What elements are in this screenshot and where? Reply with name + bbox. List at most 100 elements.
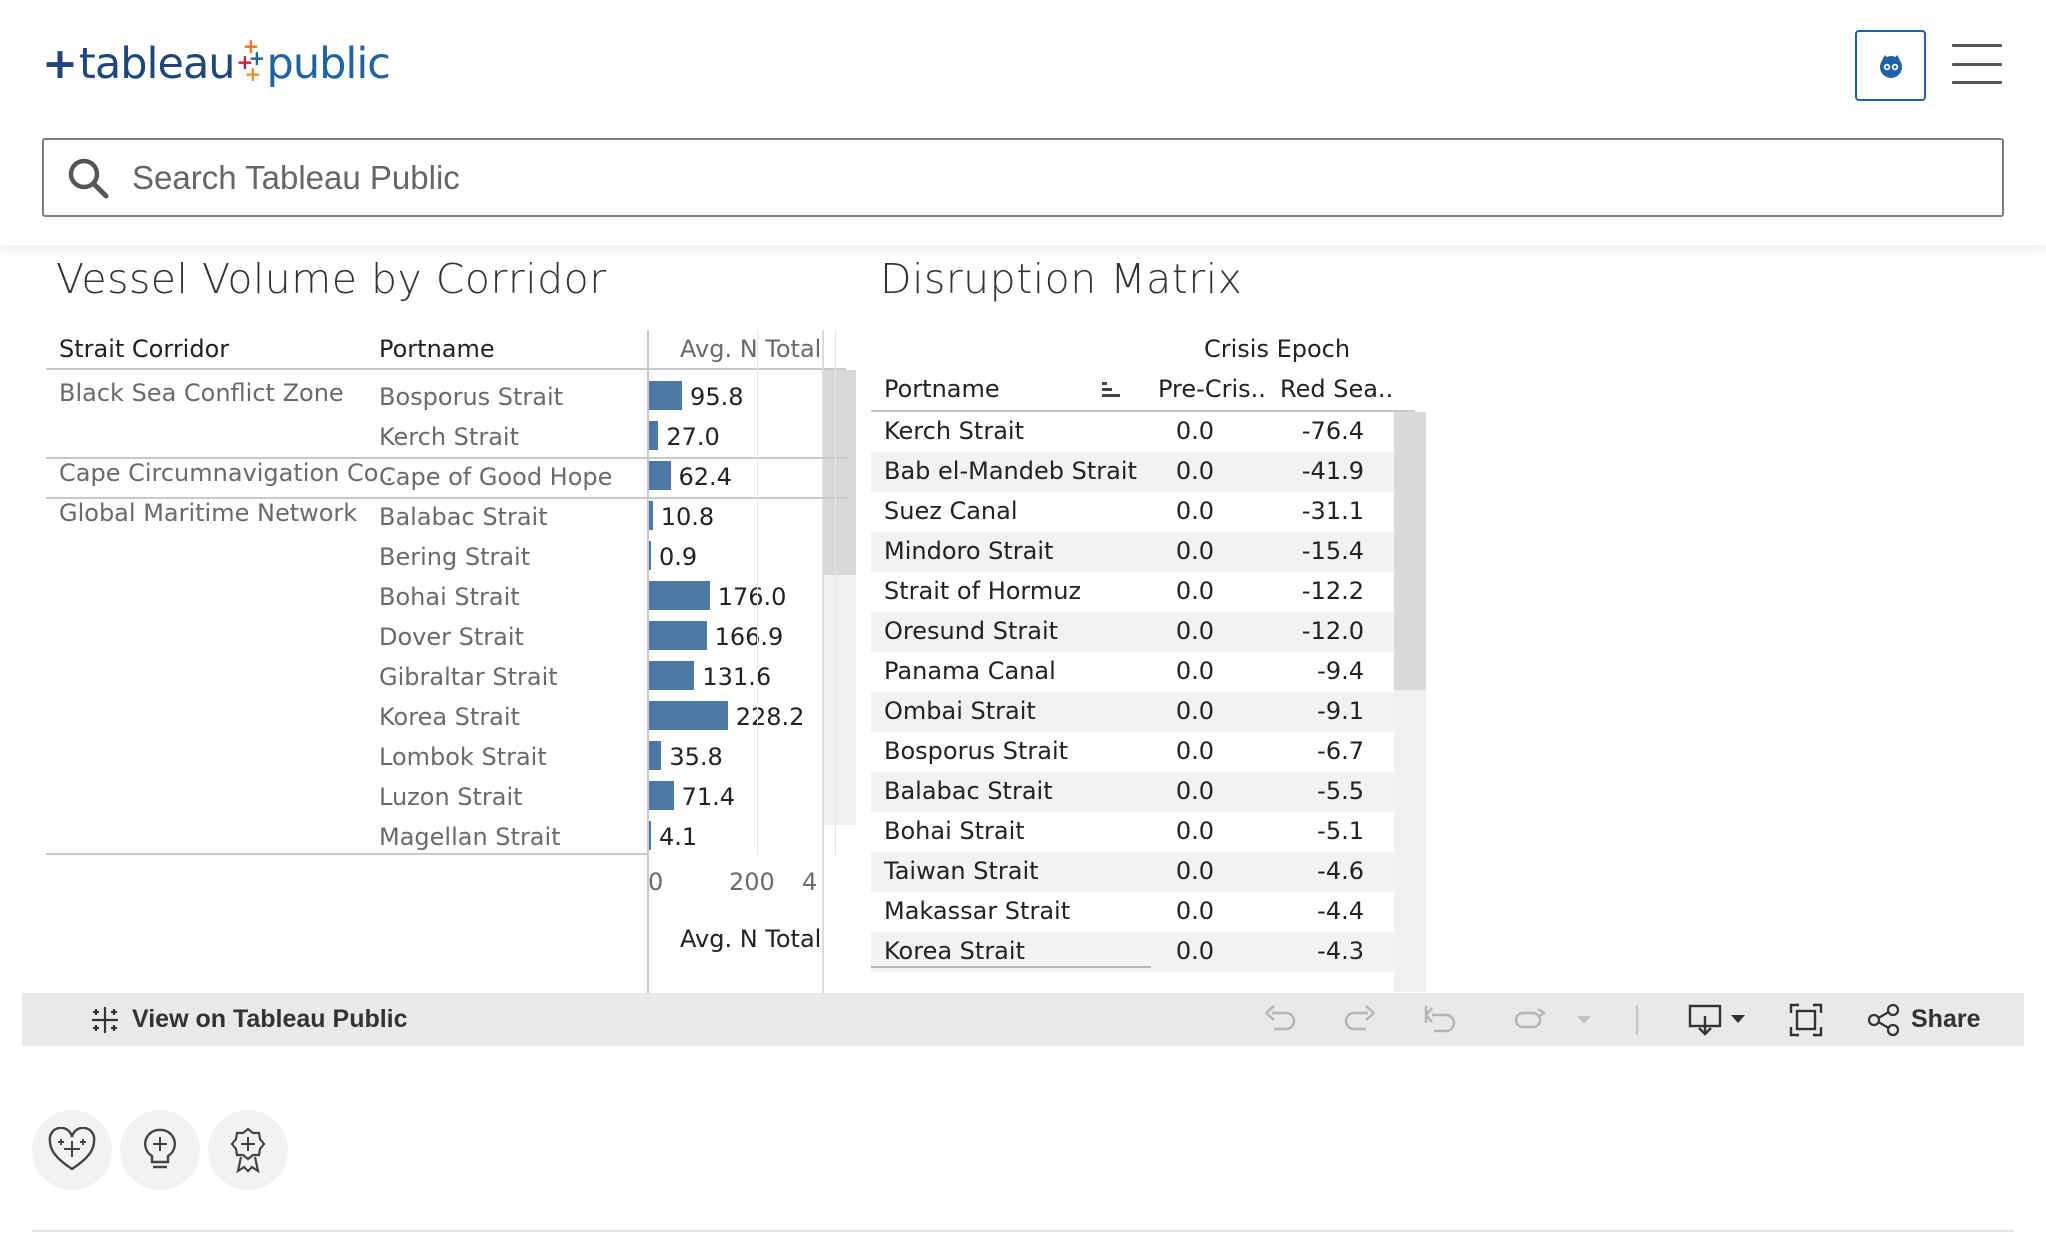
matrix-portname[interactable]: Makassar Strait bbox=[884, 897, 1071, 925]
refresh-icon[interactable] bbox=[1512, 1003, 1548, 1037]
matrix-red-sea-value[interactable]: -9.4 bbox=[1317, 657, 1364, 685]
matrix-portname[interactable]: Strait of Hormuz bbox=[884, 577, 1082, 605]
corridor-label[interactable]: Black Sea Conflict Zone bbox=[59, 379, 344, 407]
bar-mark[interactable] bbox=[649, 741, 662, 770]
matrix-red-sea-value[interactable]: -4.4 bbox=[1317, 897, 1364, 925]
matrix-red-sea-value[interactable]: -9.1 bbox=[1317, 697, 1364, 725]
bar-mark[interactable] bbox=[649, 661, 695, 690]
matrix-pre-crisis-value[interactable]: 0.0 bbox=[1175, 457, 1214, 485]
matrix-pre-crisis-value[interactable]: 0.0 bbox=[1175, 897, 1214, 925]
matrix-pre-crisis-value[interactable]: 0.0 bbox=[1175, 577, 1214, 605]
col-header-portname[interactable]: Portname bbox=[379, 335, 495, 363]
share-button[interactable]: Share bbox=[1867, 1003, 1980, 1037]
portname-label[interactable]: Luzon Strait bbox=[379, 783, 523, 811]
axis-right-edge bbox=[822, 330, 824, 995]
viz-toolbar: View on Tableau Public Share bbox=[22, 993, 2024, 1046]
matrix-portname[interactable]: Oresund Strait bbox=[884, 617, 1059, 645]
corridor-label[interactable]: Cape Circumnavigation Co.. bbox=[59, 459, 394, 487]
corridor-label[interactable]: Global Maritime Network bbox=[59, 499, 358, 527]
matrix-portname[interactable]: Balabac Strait bbox=[884, 777, 1053, 805]
matrix-pre-crisis-value[interactable]: 0.0 bbox=[1175, 497, 1214, 525]
bar-mark[interactable] bbox=[649, 541, 651, 570]
matrix-red-sea-value[interactable]: -4.3 bbox=[1317, 937, 1364, 965]
matrix-portname[interactable]: Bohai Strait bbox=[884, 817, 1025, 845]
portname-label[interactable]: Bohai Strait bbox=[379, 583, 520, 611]
matrix-col-header-red-sea[interactable]: Red Sea.. bbox=[1280, 375, 1394, 403]
matrix-scroll-thumb[interactable] bbox=[1394, 412, 1426, 690]
matrix-portname[interactable]: Mindoro Strait bbox=[884, 537, 1054, 565]
vessel-scroll-thumb[interactable] bbox=[824, 370, 856, 575]
portname-label[interactable]: Lombok Strait bbox=[379, 743, 547, 771]
portname-label[interactable]: Gibraltar Strait bbox=[379, 663, 558, 691]
matrix-red-sea-value[interactable]: -5.5 bbox=[1317, 777, 1364, 805]
hamburger-menu-icon[interactable] bbox=[1952, 44, 2002, 84]
bar-mark[interactable] bbox=[649, 421, 659, 450]
matrix-pre-crisis-value[interactable]: 0.0 bbox=[1175, 537, 1214, 565]
matrix-red-sea-value[interactable]: -12.0 bbox=[1301, 617, 1364, 645]
matrix-red-sea-value[interactable]: -31.1 bbox=[1301, 497, 1364, 525]
bar-mark[interactable] bbox=[649, 781, 674, 810]
award-button[interactable] bbox=[208, 1110, 288, 1190]
favorite-button[interactable] bbox=[32, 1110, 112, 1190]
matrix-portname[interactable]: Korea Strait bbox=[884, 937, 1025, 965]
portname-label[interactable]: Cape of Good Hope bbox=[379, 463, 613, 491]
portname-label[interactable]: Bering Strait bbox=[379, 543, 531, 571]
matrix-red-sea-value[interactable]: -4.6 bbox=[1317, 857, 1364, 885]
matrix-red-sea-value[interactable]: -15.4 bbox=[1301, 537, 1364, 565]
bar-mark[interactable] bbox=[649, 581, 710, 610]
matrix-pre-crisis-value[interactable]: 0.0 bbox=[1175, 657, 1214, 685]
tableau-public-logo[interactable]: + tableau + + + + public bbox=[42, 34, 391, 94]
fullscreen-icon[interactable] bbox=[1788, 1002, 1824, 1038]
pause-dropdown-icon[interactable] bbox=[1575, 1014, 1593, 1026]
portname-label[interactable]: Balabac Strait bbox=[379, 503, 548, 531]
matrix-pre-crisis-value[interactable]: 0.0 bbox=[1175, 697, 1214, 725]
redo-icon[interactable] bbox=[1342, 1003, 1378, 1037]
col-header-strait-corridor[interactable]: Strait Corridor bbox=[59, 335, 230, 363]
sort-descending-icon[interactable] bbox=[1100, 379, 1122, 401]
portname-label[interactable]: Korea Strait bbox=[379, 703, 520, 731]
search-bar[interactable] bbox=[42, 138, 2004, 217]
matrix-portname[interactable]: Ombai Strait bbox=[884, 697, 1036, 725]
undo-icon[interactable] bbox=[1262, 1003, 1298, 1037]
matrix-red-sea-value[interactable]: -41.9 bbox=[1301, 457, 1364, 485]
matrix-portname[interactable]: Suez Canal bbox=[884, 497, 1018, 525]
revert-icon[interactable] bbox=[1422, 1003, 1458, 1037]
matrix-pre-crisis-value[interactable]: 0.0 bbox=[1175, 417, 1214, 445]
idea-button[interactable] bbox=[120, 1110, 200, 1190]
matrix-col-header-portname[interactable]: Portname bbox=[884, 375, 1000, 403]
matrix-portname[interactable]: Kerch Strait bbox=[884, 417, 1024, 445]
col-header-avg-n-total[interactable]: Avg. N Total bbox=[680, 335, 822, 363]
matrix-portname[interactable]: Bab el-Mandeb Strait bbox=[884, 457, 1137, 485]
matrix-pre-crisis-value[interactable]: 0.0 bbox=[1175, 617, 1214, 645]
matrix-red-sea-value[interactable]: -76.4 bbox=[1301, 417, 1364, 445]
matrix-pre-crisis-value[interactable]: 0.0 bbox=[1175, 777, 1214, 805]
bar-mark[interactable] bbox=[649, 621, 707, 650]
bar-mark[interactable] bbox=[649, 501, 653, 530]
portname-label[interactable]: Bosporus Strait bbox=[379, 383, 564, 411]
matrix-red-sea-value[interactable]: -6.7 bbox=[1317, 737, 1364, 765]
portname-label[interactable]: Dover Strait bbox=[379, 623, 524, 651]
matrix-portname[interactable]: Panama Canal bbox=[884, 657, 1056, 685]
bar-mark[interactable] bbox=[649, 821, 651, 850]
view-on-public-button[interactable]: View on Tableau Public bbox=[88, 1003, 408, 1037]
matrix-pre-crisis-value[interactable]: 0.0 bbox=[1175, 817, 1214, 845]
logo-plus: + bbox=[42, 39, 78, 89]
bar-mark[interactable] bbox=[649, 461, 671, 490]
download-icon[interactable] bbox=[1687, 1002, 1749, 1038]
matrix-pre-crisis-value[interactable]: 0.0 bbox=[1175, 737, 1214, 765]
matrix-pre-crisis-value[interactable]: 0.0 bbox=[1175, 857, 1214, 885]
matrix-portname[interactable]: Bosporus Strait bbox=[884, 737, 1069, 765]
matrix-portname[interactable]: Taiwan Strait bbox=[884, 857, 1039, 885]
bar-mark[interactable] bbox=[649, 381, 683, 410]
portname-label[interactable]: Kerch Strait bbox=[379, 423, 519, 451]
user-profile-button[interactable] bbox=[1855, 30, 1926, 101]
matrix-red-sea-value[interactable]: -5.1 bbox=[1317, 817, 1364, 845]
logo-text-public: public bbox=[266, 39, 391, 89]
matrix-col-header-pre-crisis[interactable]: Pre-Cris.. bbox=[1158, 375, 1266, 403]
bar-mark[interactable] bbox=[649, 701, 728, 730]
portname-label[interactable]: Magellan Strait bbox=[379, 823, 561, 851]
matrix-red-sea-value[interactable]: -12.2 bbox=[1301, 577, 1364, 605]
bar-value-label: 71.4 bbox=[681, 783, 736, 811]
search-input[interactable] bbox=[132, 158, 1932, 197]
matrix-pre-crisis-value[interactable]: 0.0 bbox=[1175, 937, 1214, 965]
